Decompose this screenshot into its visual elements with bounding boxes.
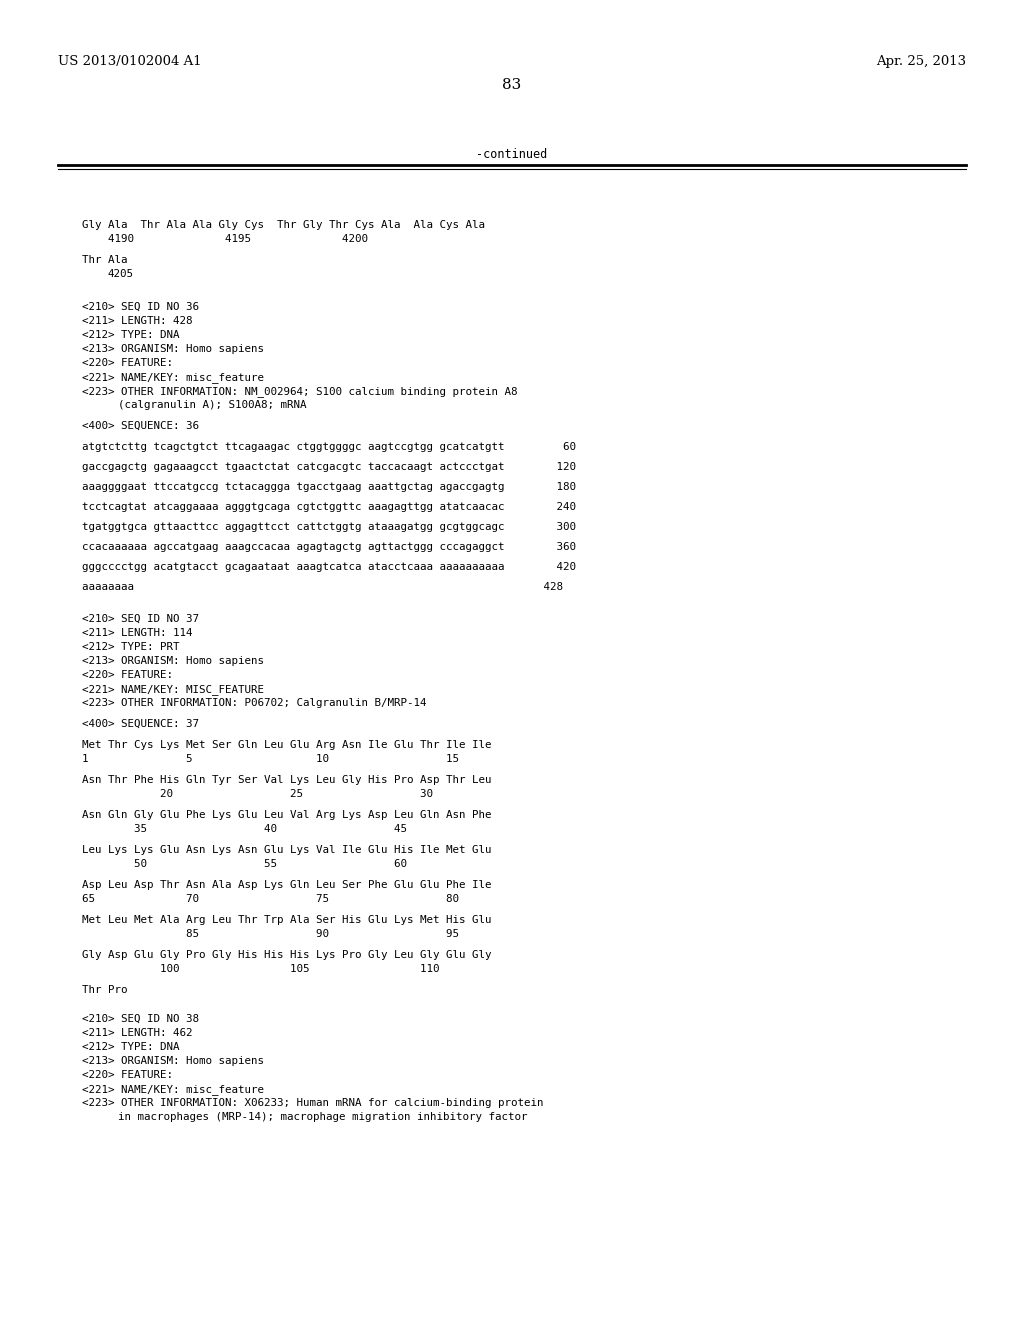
Text: <211> LENGTH: 114: <211> LENGTH: 114 xyxy=(82,628,193,638)
Text: Met Leu Met Ala Arg Leu Thr Trp Ala Ser His Glu Lys Met His Glu: Met Leu Met Ala Arg Leu Thr Trp Ala Ser … xyxy=(82,915,492,925)
Text: <210> SEQ ID NO 38: <210> SEQ ID NO 38 xyxy=(82,1014,199,1024)
Text: <220> FEATURE:: <220> FEATURE: xyxy=(82,671,173,680)
Text: atgtctcttg tcagctgtct ttcagaagac ctggtggggc aagtccgtgg gcatcatgtt         60: atgtctcttg tcagctgtct ttcagaagac ctggtgg… xyxy=(82,442,575,451)
Text: <211> LENGTH: 428: <211> LENGTH: 428 xyxy=(82,315,193,326)
Text: <210> SEQ ID NO 37: <210> SEQ ID NO 37 xyxy=(82,614,199,624)
Text: gaccgagctg gagaaagcct tgaactctat catcgacgtc taccacaagt actccctgat        120: gaccgagctg gagaaagcct tgaactctat catcgac… xyxy=(82,462,575,473)
Text: Asn Thr Phe His Gln Tyr Ser Val Lys Leu Gly His Pro Asp Thr Leu: Asn Thr Phe His Gln Tyr Ser Val Lys Leu … xyxy=(82,775,492,785)
Text: <212> TYPE: DNA: <212> TYPE: DNA xyxy=(82,1041,179,1052)
Text: Gly Ala  Thr Ala Ala Gly Cys  Thr Gly Thr Cys Ala  Ala Cys Ala: Gly Ala Thr Ala Ala Gly Cys Thr Gly Thr … xyxy=(82,220,485,230)
Text: Thr Ala: Thr Ala xyxy=(82,255,127,265)
Text: <223> OTHER INFORMATION: X06233; Human mRNA for calcium-binding protein: <223> OTHER INFORMATION: X06233; Human m… xyxy=(82,1098,544,1107)
Text: tgatggtgca gttaacttcc aggagttcct cattctggtg ataaagatgg gcgtggcagc        300: tgatggtgca gttaacttcc aggagttcct cattctg… xyxy=(82,521,575,532)
Text: <210> SEQ ID NO 36: <210> SEQ ID NO 36 xyxy=(82,302,199,312)
Text: in macrophages (MRP-14); macrophage migration inhibitory factor: in macrophages (MRP-14); macrophage migr… xyxy=(118,1111,527,1122)
Text: 50                  55                  60: 50 55 60 xyxy=(82,859,407,869)
Text: <212> TYPE: DNA: <212> TYPE: DNA xyxy=(82,330,179,341)
Text: <211> LENGTH: 462: <211> LENGTH: 462 xyxy=(82,1028,193,1038)
Text: <212> TYPE: PRT: <212> TYPE: PRT xyxy=(82,642,179,652)
Text: <400> SEQUENCE: 37: <400> SEQUENCE: 37 xyxy=(82,719,199,729)
Text: Thr Pro: Thr Pro xyxy=(82,985,127,995)
Text: <213> ORGANISM: Homo sapiens: <213> ORGANISM: Homo sapiens xyxy=(82,345,264,354)
Text: 65              70                  75                  80: 65 70 75 80 xyxy=(82,894,459,904)
Text: Apr. 25, 2013: Apr. 25, 2013 xyxy=(876,55,966,69)
Text: 85                  90                  95: 85 90 95 xyxy=(82,929,459,939)
Text: 4190              4195              4200: 4190 4195 4200 xyxy=(108,234,368,244)
Text: <400> SEQUENCE: 36: <400> SEQUENCE: 36 xyxy=(82,421,199,432)
Text: aaaggggaat ttccatgccg tctacaggga tgacctgaag aaattgctag agaccgagtg        180: aaaggggaat ttccatgccg tctacaggga tgacctg… xyxy=(82,482,575,492)
Text: US 2013/0102004 A1: US 2013/0102004 A1 xyxy=(58,55,202,69)
Text: <213> ORGANISM: Homo sapiens: <213> ORGANISM: Homo sapiens xyxy=(82,1056,264,1067)
Text: <220> FEATURE:: <220> FEATURE: xyxy=(82,1071,173,1080)
Text: <220> FEATURE:: <220> FEATURE: xyxy=(82,358,173,368)
Text: 4205: 4205 xyxy=(108,269,133,279)
Text: Met Thr Cys Lys Met Ser Gln Leu Glu Arg Asn Ile Glu Thr Ile Ile: Met Thr Cys Lys Met Ser Gln Leu Glu Arg … xyxy=(82,741,492,750)
Text: gggcccctgg acatgtacct gcagaataat aaagtcatca atacctcaaa aaaaaaaaaa        420: gggcccctgg acatgtacct gcagaataat aaagtca… xyxy=(82,562,575,572)
Text: 35                  40                  45: 35 40 45 xyxy=(82,824,407,834)
Text: 100                 105                 110: 100 105 110 xyxy=(82,964,439,974)
Text: Asn Gln Gly Glu Phe Lys Glu Leu Val Arg Lys Asp Leu Gln Asn Phe: Asn Gln Gly Glu Phe Lys Glu Leu Val Arg … xyxy=(82,810,492,820)
Text: aaaaaaaa                                                               428: aaaaaaaa 428 xyxy=(82,582,563,591)
Text: (calgranulin A); S100A8; mRNA: (calgranulin A); S100A8; mRNA xyxy=(118,400,306,411)
Text: <213> ORGANISM: Homo sapiens: <213> ORGANISM: Homo sapiens xyxy=(82,656,264,667)
Text: <223> OTHER INFORMATION: NM_002964; S100 calcium binding protein A8: <223> OTHER INFORMATION: NM_002964; S100… xyxy=(82,385,517,397)
Text: Asp Leu Asp Thr Asn Ala Asp Lys Gln Leu Ser Phe Glu Glu Phe Ile: Asp Leu Asp Thr Asn Ala Asp Lys Gln Leu … xyxy=(82,880,492,890)
Text: 1               5                   10                  15: 1 5 10 15 xyxy=(82,754,459,764)
Text: 20                  25                  30: 20 25 30 xyxy=(82,789,433,799)
Text: <221> NAME/KEY: MISC_FEATURE: <221> NAME/KEY: MISC_FEATURE xyxy=(82,684,264,694)
Text: Leu Lys Lys Glu Asn Lys Asn Glu Lys Val Ile Glu His Ile Met Glu: Leu Lys Lys Glu Asn Lys Asn Glu Lys Val … xyxy=(82,845,492,855)
Text: <223> OTHER INFORMATION: P06702; Calgranulin B/MRP-14: <223> OTHER INFORMATION: P06702; Calgran… xyxy=(82,698,426,708)
Text: Gly Asp Glu Gly Pro Gly His His His Lys Pro Gly Leu Gly Glu Gly: Gly Asp Glu Gly Pro Gly His His His Lys … xyxy=(82,950,492,960)
Text: ccacaaaaaa agccatgaag aaagccacaa agagtagctg agttactggg cccagaggct        360: ccacaaaaaa agccatgaag aaagccacaa agagtag… xyxy=(82,543,575,552)
Text: 83: 83 xyxy=(503,78,521,92)
Text: tcctcagtat atcaggaaaa agggtgcaga cgtctggttc aaagagttgg atatcaacac        240: tcctcagtat atcaggaaaa agggtgcaga cgtctgg… xyxy=(82,502,575,512)
Text: <221> NAME/KEY: misc_feature: <221> NAME/KEY: misc_feature xyxy=(82,372,264,383)
Text: <221> NAME/KEY: misc_feature: <221> NAME/KEY: misc_feature xyxy=(82,1084,264,1094)
Text: -continued: -continued xyxy=(476,148,548,161)
